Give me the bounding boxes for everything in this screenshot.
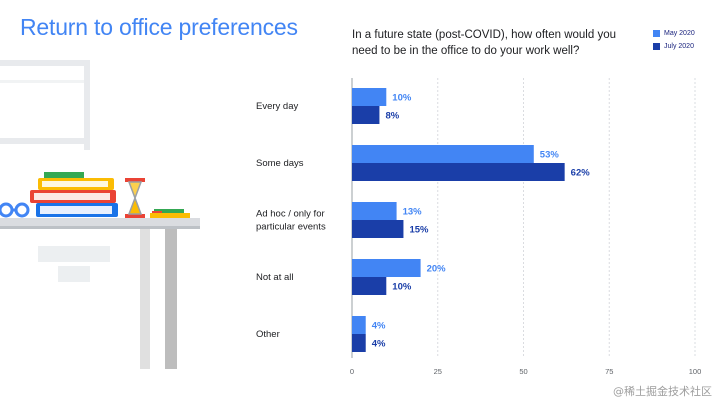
- data-label: 10%: [392, 282, 412, 293]
- window-frame-icon: [0, 60, 90, 150]
- data-label: 4%: [372, 321, 386, 332]
- bar: [352, 145, 534, 163]
- category-label: particular events: [256, 222, 326, 233]
- office-desk-illustration: [0, 60, 200, 369]
- small-books-icon: [150, 209, 190, 218]
- bar: [352, 88, 387, 106]
- legend-swatch-july: [653, 43, 660, 50]
- legend-label-may: May 2020: [664, 30, 695, 37]
- glasses-icon: [0, 202, 30, 218]
- chart-legend: May 2020 July 2020: [653, 29, 695, 55]
- x-tick-label: 25: [434, 367, 442, 376]
- x-tick-label: 75: [605, 367, 613, 376]
- data-label: 20%: [427, 264, 447, 275]
- data-label: 13%: [403, 207, 423, 218]
- category-label: Ad hoc / only for: [256, 209, 325, 220]
- hourglass-icon: [125, 178, 145, 218]
- data-label: 8%: [385, 111, 399, 122]
- watermark: @稀土掘金技术社区: [613, 385, 712, 398]
- x-tick-label: 50: [519, 367, 527, 376]
- bar: [352, 259, 421, 277]
- legend-item-july: July 2020: [653, 42, 695, 51]
- legend-item-may: May 2020: [653, 29, 695, 38]
- legend-swatch-may: [653, 30, 660, 37]
- chart-question: In a future state (post-COVID), how ofte…: [352, 29, 616, 57]
- x-tick-label: 100: [689, 367, 702, 376]
- bar: [352, 202, 397, 220]
- bar: [352, 106, 380, 124]
- page-title: Return to office preferences: [20, 14, 298, 40]
- category-label: Not at all: [256, 272, 294, 283]
- x-tick-label: 0: [350, 367, 354, 376]
- bar: [352, 316, 366, 334]
- data-label: 10%: [392, 93, 412, 104]
- legend-label-july: July 2020: [664, 43, 694, 50]
- bar: [352, 163, 565, 181]
- category-label: Some days: [256, 158, 304, 169]
- data-label: 4%: [372, 339, 386, 350]
- bar: [352, 334, 366, 352]
- desk-icon: [0, 218, 200, 369]
- data-label: 62%: [571, 168, 591, 179]
- data-label: 53%: [540, 150, 560, 161]
- data-label: 15%: [409, 225, 429, 236]
- bar: [352, 220, 404, 238]
- bar: [352, 277, 387, 295]
- books-stack-icon: [30, 172, 118, 217]
- category-label: Every day: [256, 101, 298, 112]
- category-label: Other: [256, 329, 280, 340]
